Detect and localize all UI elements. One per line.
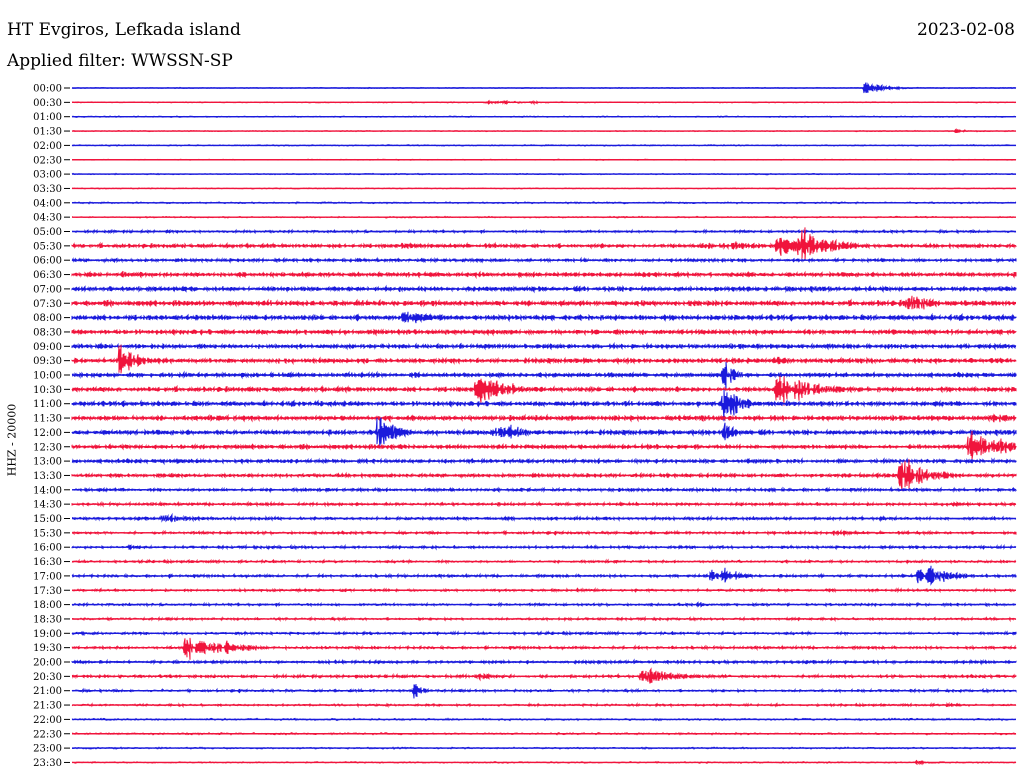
trace-line [71,362,1017,392]
tick-label: 11:30 [33,414,62,425]
tick-label: 06:30 [33,270,62,281]
trace-line [71,565,1017,586]
tick-label: 05:30 [33,241,62,252]
tick-label: 22:30 [33,729,62,740]
trace-line [71,344,1017,374]
tick-label: 08:00 [33,313,62,324]
tick-label: 21:00 [33,686,62,697]
tick-label: 07:00 [33,284,62,295]
tick-label: 11:00 [33,399,62,410]
trace-line [71,512,1017,523]
tick-label: 09:00 [33,342,62,353]
tick-label: 23:00 [33,744,62,755]
tick-label: 21:30 [33,701,62,712]
tick-label: 17:30 [33,586,62,597]
tick-label: 15:00 [33,514,62,525]
tick-label: 18:30 [33,614,62,625]
tick-label: 04:00 [33,198,62,209]
tick-label: 19:00 [33,629,62,640]
tick-label: 04:30 [33,213,62,224]
record-date: 2023-02-08 [916,20,1015,40]
tick-label: 03:30 [33,184,62,195]
tick-label: 13:00 [33,457,62,468]
tick-label: 02:00 [33,141,62,152]
tick-label: 20:00 [33,658,62,669]
filter-label: Applied filter: WWSSN-SP [7,51,233,71]
tick-label: 14:30 [33,500,62,511]
tick-label: 12:00 [33,428,62,439]
tick-label: 20:30 [33,672,62,683]
tick-label: 18:00 [33,600,62,611]
tick-label: 15:30 [33,528,62,539]
trace-line [71,389,1017,422]
trace-line [71,637,1017,660]
tick-label: 23:30 [33,758,62,769]
tick-label: 06:00 [33,256,62,267]
tick-label: 00:00 [33,84,62,95]
tick-label: 07:30 [33,299,62,310]
tick-label: 00:30 [33,98,62,109]
tick-label: 02:30 [33,155,62,166]
tick-label: 12:30 [33,442,62,453]
tick-label: 10:00 [33,371,62,382]
tick-label: 16:30 [33,557,62,568]
tick-label: 05:00 [33,227,62,238]
tick-label: 03:00 [33,170,62,181]
tick-label: 09:30 [33,356,62,367]
trace-line [71,375,1017,406]
tick-label: 08:30 [33,327,62,338]
tick-label: 16:00 [33,543,62,554]
trace-line [71,430,1017,460]
station-title: HT Evgiros, Lefkada island [7,20,241,40]
tick-label: 01:30 [33,127,62,138]
tick-label: 01:00 [33,112,62,123]
tick-label: 17:00 [33,571,62,582]
tick-label: 14:00 [33,485,62,496]
tick-label: 22:00 [33,715,62,726]
tick-label: 19:30 [33,643,62,654]
tick-label: 10:30 [33,385,62,396]
tick-label: 13:30 [33,471,62,482]
